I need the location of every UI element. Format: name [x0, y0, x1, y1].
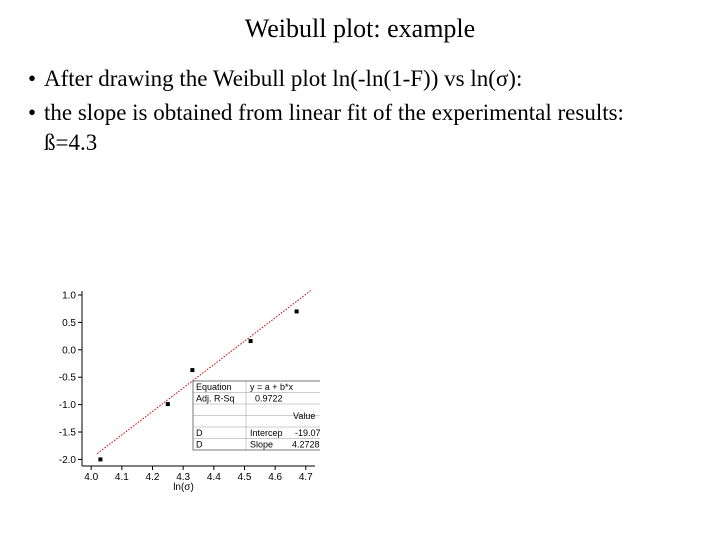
- y-tick-label: 1.0: [62, 291, 76, 302]
- x-axis-label: ln(σ): [173, 482, 194, 493]
- x-tick-label: 4.4: [207, 472, 221, 483]
- bullet-dot: •: [28, 100, 37, 125]
- fit-table-dataset: D: [196, 428, 203, 438]
- x-tick-label: 4.5: [238, 472, 252, 483]
- bullet-item: • the slope is obtained from linear fit …: [28, 98, 708, 158]
- y-tick-label: 0.5: [62, 318, 76, 329]
- x-tick-label: 4.0: [84, 472, 98, 483]
- fit-table-rsq-label: Adj. R-Sq: [196, 394, 235, 404]
- y-tick-label: -0.5: [59, 373, 77, 384]
- x-tick-label: 4.2: [146, 472, 160, 483]
- data-point: [165, 402, 170, 407]
- y-tick-label: -2.0: [59, 455, 77, 466]
- bullet-dot: •: [28, 66, 37, 91]
- x-tick-label: 4.7: [299, 472, 313, 483]
- data-point: [98, 457, 103, 462]
- fit-table-equation-label: Equation: [196, 382, 232, 392]
- bullet-text: After drawing the Weibull plot ln(-ln(1-…: [44, 66, 523, 91]
- x-tick-label: 4.3: [176, 472, 190, 483]
- bullet-text: the slope is obtained from linear fit of…: [44, 100, 624, 125]
- data-point: [190, 368, 195, 373]
- weibull-chart: 1.0 0.5 0.0 -0.5 -1.0 -1.5 -2.0 4.0 4.1 4.2 4.3 4.4…: [59, 289, 320, 493]
- x-tick-label: 4.6: [268, 472, 282, 483]
- fit-table-param: Slope: [250, 440, 273, 450]
- y-tick-label: -1.5: [59, 428, 77, 439]
- data-point: [294, 309, 299, 314]
- beta-value: ß=4.3: [44, 130, 98, 155]
- fit-table-equation-value: y = a + b*x: [250, 382, 294, 392]
- y-tick-label: 0.0: [62, 345, 76, 356]
- bullet-list: • After drawing the Weibull plot ln(-ln(…: [28, 64, 708, 162]
- fit-table-param: Intercep: [250, 428, 283, 438]
- fit-table-rsq-value: 0.9722: [255, 394, 283, 404]
- data-point: [248, 339, 253, 344]
- fit-table-dataset: D: [196, 440, 203, 450]
- y-tick-label: -1.0: [59, 400, 77, 411]
- fit-table-value: 4.2728: [292, 440, 320, 450]
- fit-line: [97, 289, 313, 454]
- x-tick-label: 4.1: [115, 472, 129, 483]
- bullet-item: • After drawing the Weibull plot ln(-ln(…: [28, 64, 708, 94]
- fit-table-value: -19.07: [295, 428, 320, 438]
- fit-table-value-header: Value: [293, 411, 315, 421]
- slide-title: Weibull plot: example: [244, 14, 476, 43]
